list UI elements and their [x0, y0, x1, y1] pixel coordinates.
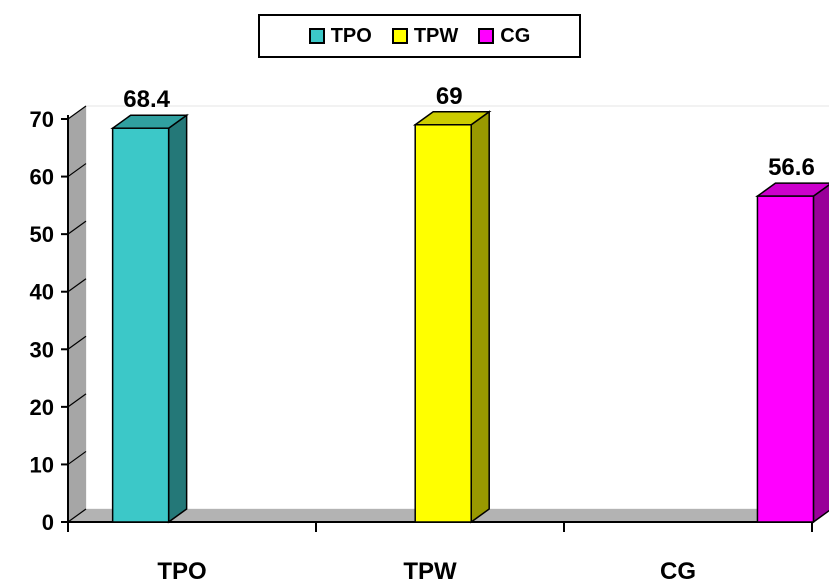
x-tick-label: TPW — [403, 558, 457, 585]
legend-label-tpw: TPW — [413, 24, 459, 47]
y-tick-depth — [67, 220, 87, 235]
data-label: 68.4 — [123, 86, 170, 113]
y-tick-label: 70 — [30, 107, 54, 132]
side-wall — [68, 106, 86, 522]
y-tick-label: 20 — [30, 395, 54, 420]
y-tick-depth — [67, 278, 87, 293]
legend-label-cg: CG — [500, 24, 531, 47]
bar-side — [470, 110, 490, 524]
bar — [414, 124, 472, 523]
legend-item-tpw: TPW — [391, 24, 459, 48]
y-tick-label: 0 — [42, 510, 54, 535]
legend-item-cg: CG — [478, 25, 530, 48]
y-tick-depth — [67, 508, 87, 523]
data-label: 69 — [436, 83, 463, 110]
data-label: 56.6 — [768, 154, 815, 181]
chart-legend: TPO TPW CG — [258, 14, 581, 58]
legend-item-tpo: TPO — [308, 24, 372, 48]
bar — [756, 195, 815, 523]
legend-swatch-tpo — [308, 28, 325, 44]
y-tick-depth — [67, 393, 87, 408]
y-tick-depth — [67, 163, 87, 178]
bar — [111, 127, 170, 523]
bar-side — [167, 113, 188, 524]
y-tick-label: 30 — [30, 337, 54, 362]
y-tick-label: 60 — [30, 165, 54, 190]
y-tick-depth — [67, 450, 87, 465]
legend-label-tpo: TPO — [330, 24, 372, 47]
x-tick-label: TPO — [157, 558, 206, 585]
legend-swatch-tpw — [391, 28, 408, 44]
y-tick-label: 50 — [30, 222, 54, 247]
y-tick-label: 40 — [30, 280, 54, 305]
y-tick-depth — [67, 335, 87, 350]
bar-side — [812, 183, 829, 524]
legend-swatch-cg — [478, 28, 495, 44]
x-tick-label: CG — [660, 558, 696, 585]
y-tick-depth — [67, 105, 87, 120]
y-tick-label: 10 — [30, 452, 54, 477]
